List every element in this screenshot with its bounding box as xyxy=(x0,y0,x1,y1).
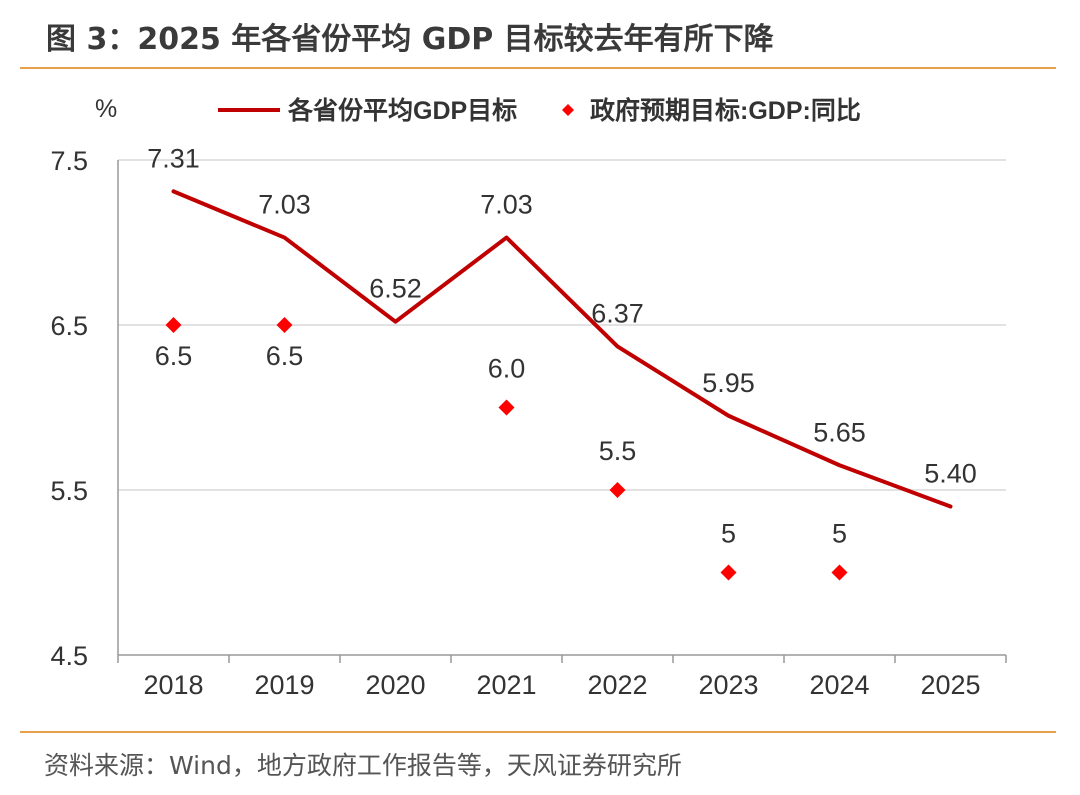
legend-label-marker: 政府预期目标:GDP:同比 xyxy=(590,96,861,125)
line-data-point xyxy=(727,414,730,418)
line-data-point xyxy=(616,344,619,348)
x-tick-label: 2021 xyxy=(476,670,536,700)
marker-data-label: 5.5 xyxy=(599,436,637,466)
legend-diamond-swatch xyxy=(562,104,574,116)
y-tick-label: 5.5 xyxy=(50,476,88,506)
x-tick-label: 2025 xyxy=(920,670,980,700)
legend-label-line: 各省份平均GDP目标 xyxy=(287,96,517,125)
line-data-label: 7.03 xyxy=(480,190,533,220)
line-data-point xyxy=(838,463,841,467)
line-data-label: 5.95 xyxy=(702,368,755,398)
line-data-label: 6.52 xyxy=(369,274,422,304)
line-data-point xyxy=(172,189,175,193)
line-data-point xyxy=(283,236,286,240)
diamond-marker xyxy=(276,317,293,333)
line-data-label: 5.65 xyxy=(813,417,866,447)
y-tick-label: 4.5 xyxy=(50,641,88,671)
diamond-marker xyxy=(831,564,848,581)
y-axis-unit: % xyxy=(95,95,117,123)
figure-title: 图 3：2025 年各省份平均 GDP 目标较去年有所下降 xyxy=(46,22,774,57)
series-line-avg-gdp-target xyxy=(171,189,953,509)
x-tick-label: 2020 xyxy=(365,670,425,700)
source-note: 资料来源：Wind，地方政府工作报告等，天风证券研究所 xyxy=(44,751,682,780)
title-divider xyxy=(20,67,1056,69)
marker-data-label: 5 xyxy=(721,519,736,549)
line-data-label: 5.40 xyxy=(924,459,977,489)
marker-data-label: 5 xyxy=(832,519,847,549)
line-data-point xyxy=(394,320,397,324)
x-tick-label: 2018 xyxy=(143,670,203,700)
line-data-point xyxy=(505,236,508,240)
line-data-label: 6.37 xyxy=(591,298,644,328)
line-data-point xyxy=(949,505,952,508)
line-chart: 4.5 5.5 6.5 7.5% 2018 2019 2020 2021 2022 2023 202… xyxy=(50,95,1007,700)
diamond-marker xyxy=(498,399,515,416)
y-tick-label: 7.5 xyxy=(50,146,88,176)
x-tick-label: 2024 xyxy=(809,670,869,700)
x-tick-label: 2022 xyxy=(587,670,647,700)
x-tick-label: 2019 xyxy=(254,670,314,700)
x-tick-label: 2023 xyxy=(698,670,758,700)
source-divider xyxy=(20,731,1056,733)
y-tick-label: 6.5 xyxy=(50,311,88,341)
line-data-label: 7.31 xyxy=(147,143,200,173)
line-data-label: 7.03 xyxy=(258,190,311,220)
marker-data-label: 6.5 xyxy=(266,341,304,371)
diamond-marker xyxy=(720,564,737,581)
marker-data-label: 6.5 xyxy=(155,341,193,371)
diamond-marker xyxy=(609,482,626,498)
diamond-marker xyxy=(165,317,182,333)
marker-data-label: 6.0 xyxy=(488,354,526,384)
